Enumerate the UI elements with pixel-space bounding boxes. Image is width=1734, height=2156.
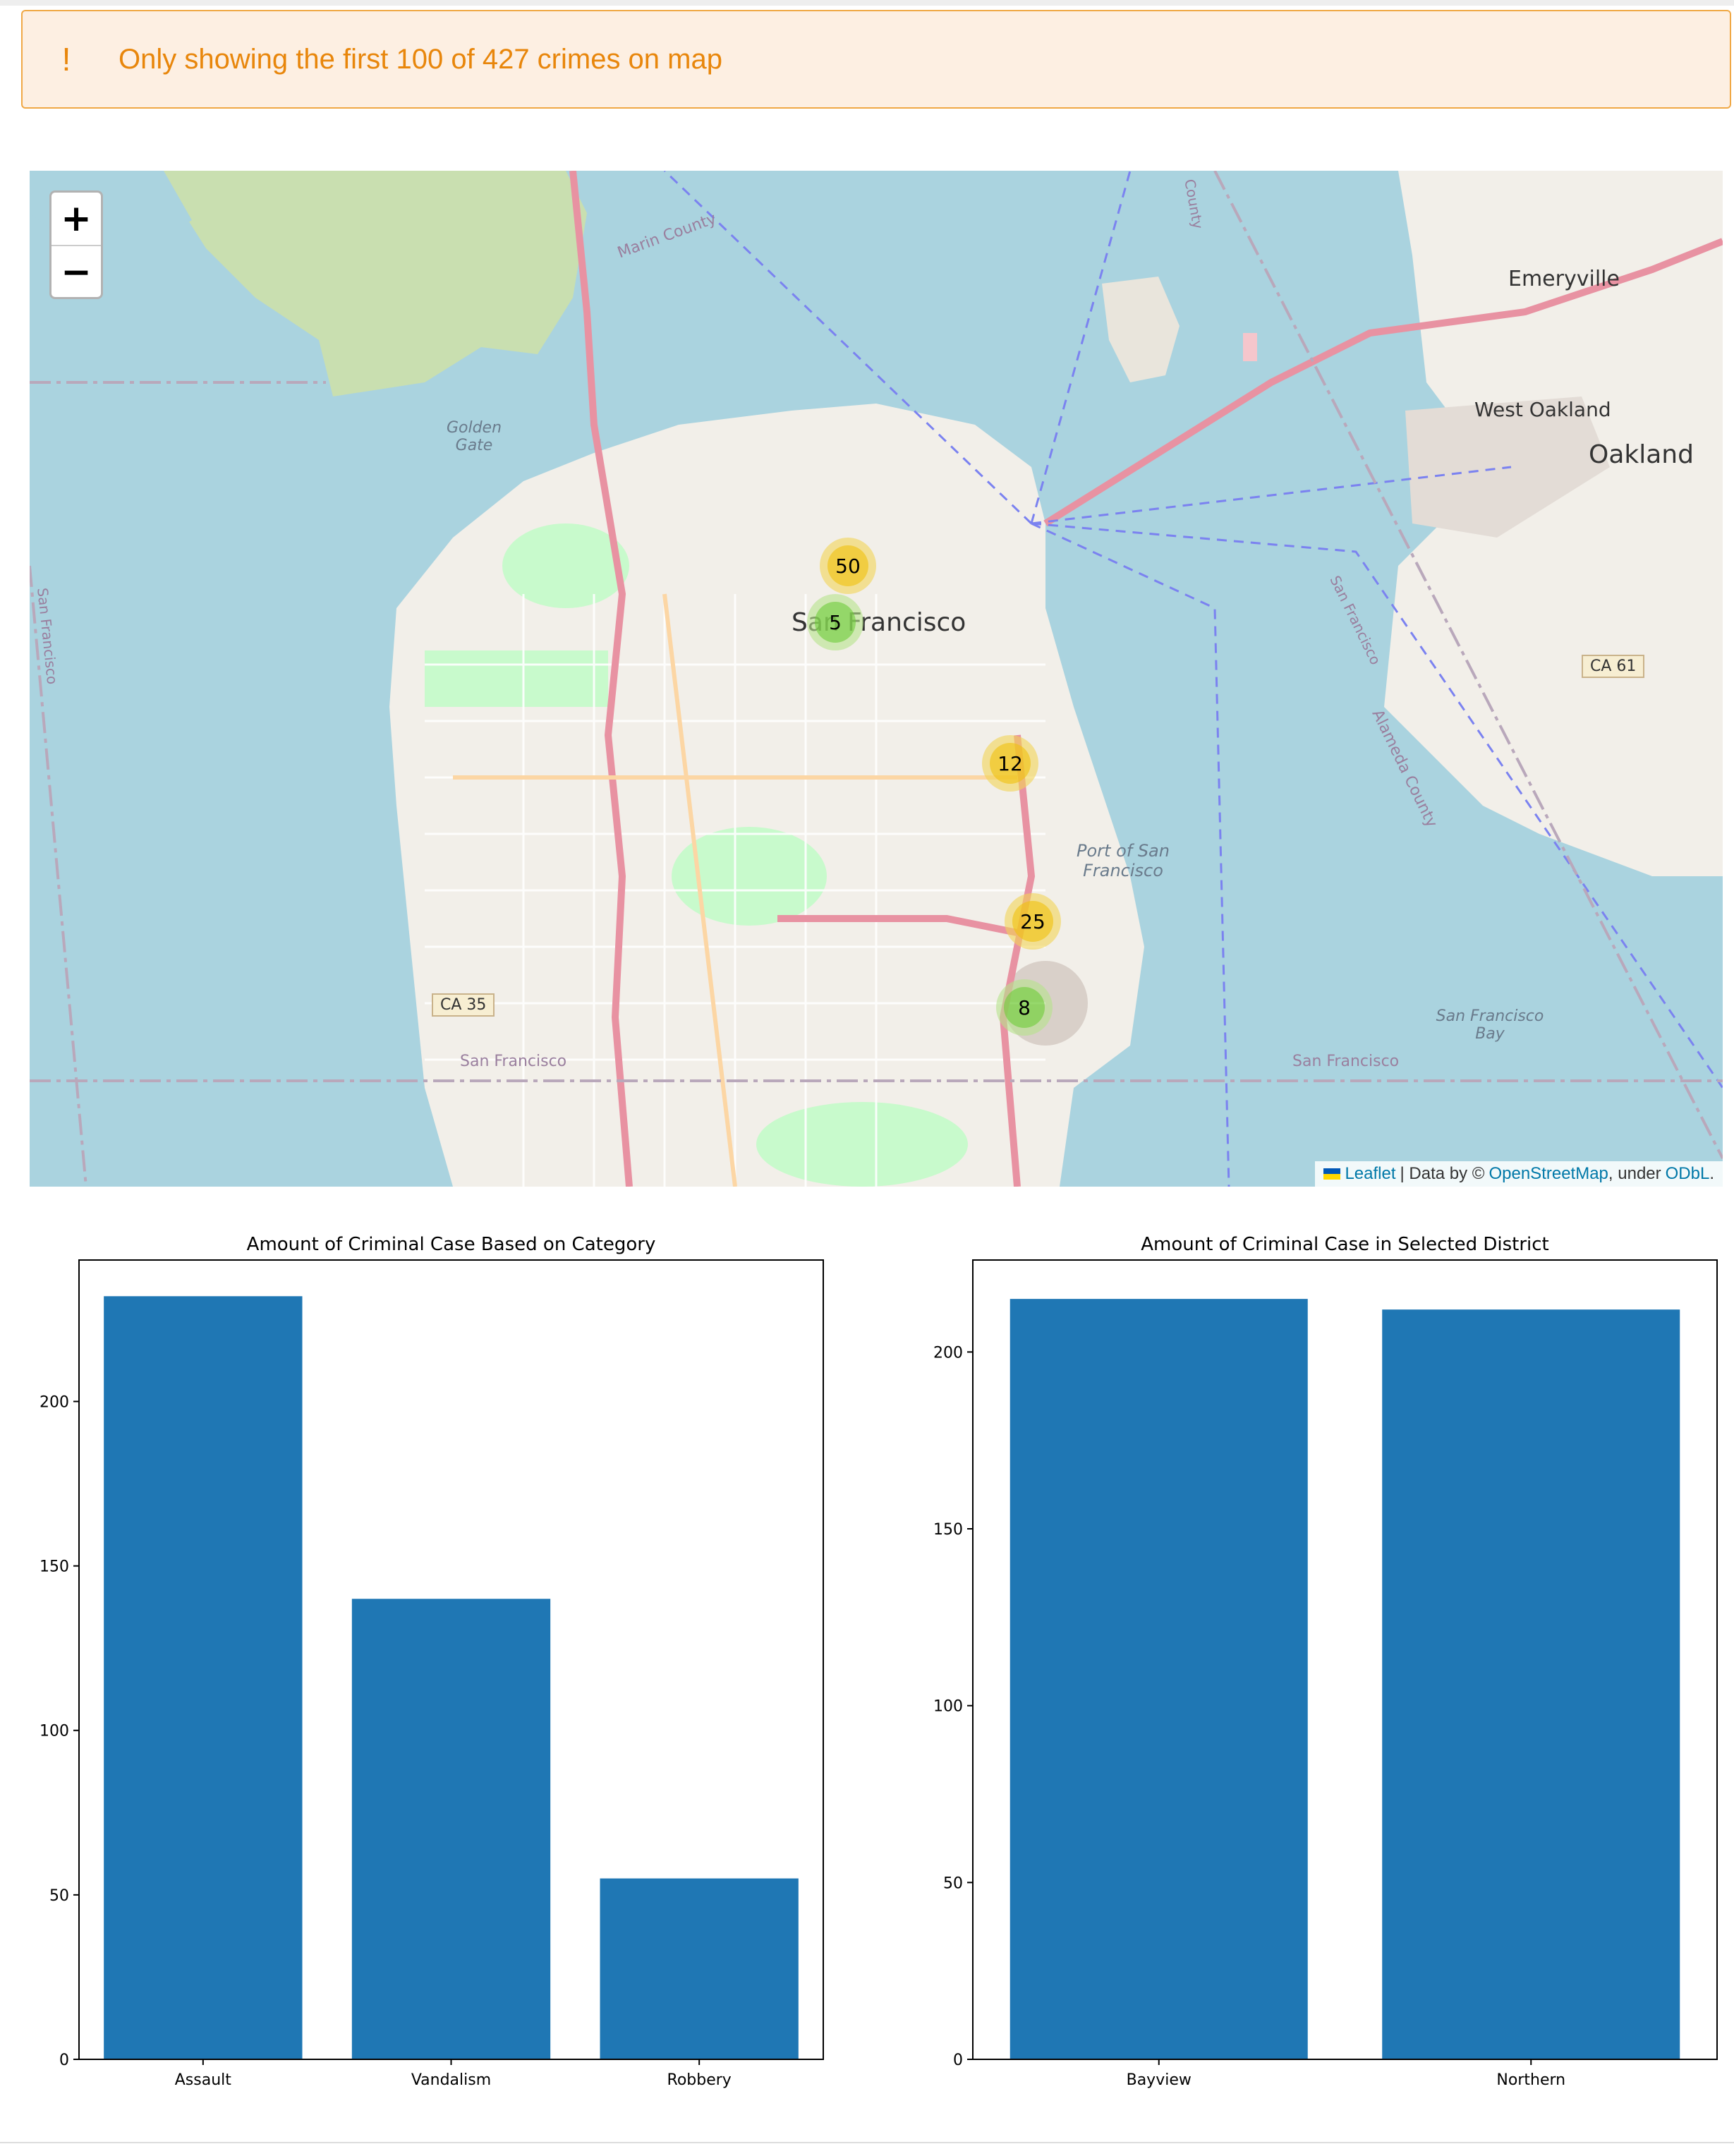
- label-sf-county-right: San Francisco: [1292, 1053, 1400, 1070]
- map-tiles: [30, 171, 1723, 1187]
- label-oakland: Oakland: [1589, 440, 1694, 469]
- label-sf-county-left: San Francisco: [460, 1053, 567, 1070]
- plot-frame: [972, 1259, 1718, 2060]
- chart-title: Amount of Criminal Case in Selected Dist…: [1141, 1234, 1549, 1255]
- label-west-oakland: West Oakland: [1474, 398, 1611, 421]
- y-tick-label: 200: [40, 1393, 69, 1411]
- bar-robbery: [600, 1878, 799, 2059]
- y-tick-label: 150: [933, 1521, 963, 1539]
- category-chart-svg: Amount of Criminal Case Based on Categor…: [40, 1234, 824, 2089]
- label-port-of-san-francisco: Port of San Francisco: [1077, 841, 1170, 880]
- leaflet-link[interactable]: Leaflet: [1345, 1164, 1396, 1183]
- x-tick-label: Robbery: [667, 2071, 732, 2088]
- plot-frame: [78, 1259, 824, 2060]
- y-tick-label: 100: [933, 1698, 963, 1716]
- zoom-in-button[interactable]: +: [51, 193, 101, 246]
- map-limit-warning: ! Only showing the first 100 of 427 crim…: [21, 10, 1731, 109]
- y-tick-label: 100: [40, 1723, 69, 1740]
- label-ca35: CA 35: [432, 993, 495, 1017]
- x-tick-label: Northern: [1496, 2071, 1565, 2088]
- attribution-under: , under: [1608, 1164, 1661, 1183]
- cluster-marker[interactable]: 50: [820, 538, 876, 594]
- warning-text: Only showing the first 100 of 427 crimes…: [119, 43, 722, 75]
- label-ca61: CA 61: [1582, 655, 1645, 678]
- label-san-francisco-bay: San Francisco Bay: [1436, 1007, 1544, 1043]
- cluster-marker[interactable]: 25: [1005, 893, 1061, 950]
- zoom-control: + −: [49, 190, 103, 299]
- y-tick-label: 200: [933, 1344, 963, 1362]
- category-bar-chart: Amount of Criminal Case Based on Categor…: [0, 1221, 867, 2092]
- cluster-marker[interactable]: 5: [807, 594, 863, 650]
- cluster-marker[interactable]: 12: [982, 735, 1038, 792]
- label-golden-gate: Golden Gate: [446, 419, 502, 454]
- bar-vandalism: [351, 1599, 551, 2059]
- attribution-end: .: [1709, 1164, 1714, 1183]
- y-tick-label: 0: [953, 2052, 963, 2069]
- y-tick-label: 50: [943, 1875, 963, 1892]
- district-chart-svg: Amount of Criminal Case in Selected Dist…: [933, 1234, 1718, 2089]
- label-emeryville: Emeryville: [1508, 267, 1620, 291]
- y-tick-label: 50: [49, 1887, 69, 1905]
- bar-bayview: [1010, 1299, 1308, 2059]
- top-divider: [0, 0, 1734, 6]
- odbl-link[interactable]: ODbL: [1665, 1164, 1710, 1183]
- attribution-data-by: | Data by ©: [1400, 1164, 1485, 1183]
- zoom-out-button[interactable]: −: [61, 251, 92, 293]
- crime-map[interactable]: + − San Francisco Oakland Emeryville Wes…: [30, 171, 1723, 1187]
- exclamation-icon: !: [61, 41, 71, 78]
- y-tick-label: 150: [40, 1558, 69, 1576]
- x-tick-label: Vandalism: [411, 2071, 491, 2088]
- x-tick-label: Bayview: [1127, 2071, 1192, 2088]
- x-tick-label: Assault: [175, 2071, 232, 2088]
- district-bar-chart: Amount of Criminal Case in Selected Dist…: [867, 1221, 1734, 2092]
- cluster-marker[interactable]: 8: [996, 979, 1053, 1036]
- bar-northern: [1382, 1309, 1680, 2059]
- openstreetmap-link[interactable]: OpenStreetMap: [1489, 1164, 1608, 1183]
- ukraine-flag-icon: [1323, 1168, 1341, 1180]
- bar-assault: [104, 1296, 303, 2059]
- bottom-divider: [0, 2142, 1734, 2143]
- map-attribution: Leaflet | Data by © OpenStreetMap , unde…: [1315, 1161, 1723, 1187]
- chart-title: Amount of Criminal Case Based on Categor…: [247, 1234, 656, 1255]
- y-tick-label: 0: [59, 2052, 69, 2069]
